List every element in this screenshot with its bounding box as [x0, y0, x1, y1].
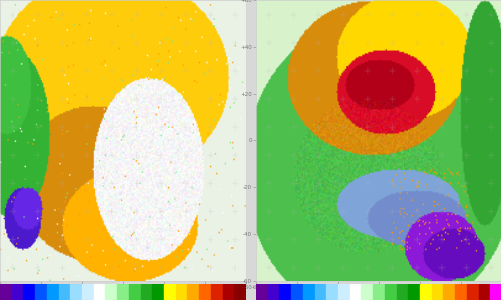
Bar [279, 284, 291, 300]
Bar [466, 284, 477, 300]
Bar [372, 284, 384, 300]
Bar [477, 284, 489, 300]
Bar [199, 284, 210, 300]
Bar [59, 284, 70, 300]
Bar [407, 284, 419, 300]
Bar [234, 284, 245, 300]
Bar [361, 284, 372, 300]
Bar [0, 284, 12, 300]
Bar [35, 284, 47, 300]
Bar [140, 284, 152, 300]
Bar [489, 284, 501, 300]
Bar [175, 284, 187, 300]
Bar [164, 284, 175, 300]
Bar [94, 284, 105, 300]
Bar [105, 284, 117, 300]
Bar [24, 284, 35, 300]
Bar [267, 284, 279, 300]
Bar [384, 284, 396, 300]
Bar [222, 284, 234, 300]
Bar [419, 284, 431, 300]
Bar [152, 284, 164, 300]
Bar [326, 284, 337, 300]
Bar [256, 284, 267, 300]
Bar [337, 284, 349, 300]
Bar [187, 284, 199, 300]
Bar [431, 284, 442, 300]
Bar [129, 284, 140, 300]
Bar [396, 284, 407, 300]
Bar [117, 284, 129, 300]
Bar [302, 284, 314, 300]
Bar [442, 284, 454, 300]
Bar [349, 284, 361, 300]
Bar [210, 284, 222, 300]
Bar [12, 284, 24, 300]
Bar [454, 284, 466, 300]
Bar [70, 284, 82, 300]
Bar [82, 284, 94, 300]
Bar [314, 284, 326, 300]
Bar [47, 284, 59, 300]
Bar [291, 284, 302, 300]
